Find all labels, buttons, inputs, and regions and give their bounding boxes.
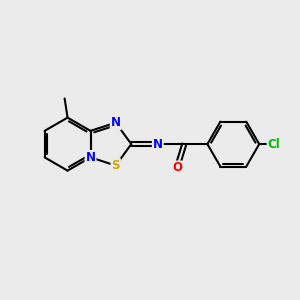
Text: O: O — [172, 161, 182, 175]
Text: N: N — [111, 116, 121, 129]
Text: Cl: Cl — [268, 138, 280, 151]
Text: S: S — [112, 159, 120, 172]
Text: N: N — [85, 151, 95, 164]
Text: N: N — [153, 138, 163, 151]
